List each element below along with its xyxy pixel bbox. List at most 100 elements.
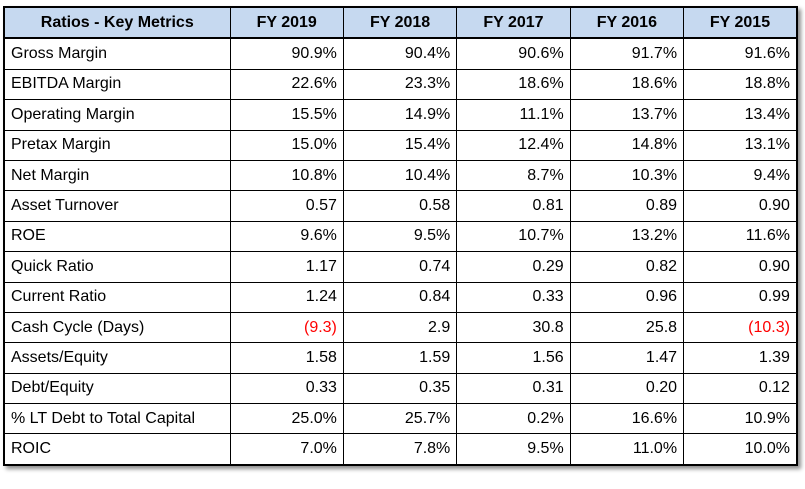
row-label-cell[interactable]: ROE bbox=[3, 220, 231, 253]
value-cell[interactable]: 14.8% bbox=[569, 129, 685, 161]
value-cell[interactable]: 0.12 bbox=[683, 372, 798, 405]
value-cell[interactable]: (9.3) bbox=[229, 311, 344, 344]
value-cell[interactable]: 15.4% bbox=[342, 129, 458, 161]
value-cell[interactable]: 16.6% bbox=[569, 403, 685, 435]
value-cell[interactable]: 0.58 bbox=[342, 190, 458, 222]
table-row: Gross Margin 90.9% 90.4% 90.6% 91.7% 91.6% bbox=[3, 37, 798, 70]
value-cell[interactable]: 10.4% bbox=[342, 159, 458, 192]
value-cell[interactable]: 0.29 bbox=[456, 251, 571, 283]
value-cell[interactable]: 18.6% bbox=[456, 68, 571, 101]
table-row: Cash Cycle (Days) (9.3) 2.9 30.8 25.8 (10.3) bbox=[3, 311, 798, 344]
value-cell[interactable]: 11.6% bbox=[683, 220, 798, 253]
row-label-cell[interactable]: Assets/Equity bbox=[3, 342, 231, 374]
value-cell[interactable]: 1.56 bbox=[456, 342, 571, 374]
value-cell[interactable]: 0.90 bbox=[683, 190, 798, 222]
value-cell[interactable]: 90.6% bbox=[456, 37, 571, 70]
value-cell[interactable]: 25.8 bbox=[569, 311, 685, 344]
table-title-cell[interactable]: Ratios - Key Metrics bbox=[3, 5, 231, 40]
table-body: Gross Margin 90.9% 90.4% 90.6% 91.7% 91.6% EBI… bbox=[3, 37, 798, 466]
value-cell[interactable]: 25.0% bbox=[229, 403, 344, 435]
value-cell[interactable]: 13.1% bbox=[683, 129, 798, 161]
row-label-cell[interactable]: ROIC bbox=[3, 433, 231, 466]
value-cell[interactable]: 9.5% bbox=[342, 220, 458, 253]
row-label-cell[interactable]: Asset Turnover bbox=[3, 190, 231, 222]
value-cell[interactable]: 90.4% bbox=[342, 37, 458, 70]
value-cell[interactable]: 10.3% bbox=[569, 159, 685, 192]
value-cell[interactable]: 0.35 bbox=[342, 372, 458, 405]
value-cell[interactable]: 1.58 bbox=[229, 342, 344, 374]
value-cell[interactable]: 0.33 bbox=[229, 372, 344, 405]
row-label-cell[interactable]: Net Margin bbox=[3, 159, 231, 192]
value-cell[interactable]: (10.3) bbox=[683, 311, 798, 344]
value-cell[interactable]: 0.33 bbox=[456, 281, 571, 313]
value-cell[interactable]: 0.82 bbox=[569, 251, 685, 283]
value-cell[interactable]: 15.5% bbox=[229, 99, 344, 131]
value-cell[interactable]: 0.84 bbox=[342, 281, 458, 313]
key-metrics-table: Ratios - Key Metrics FY 2019 FY 2018 FY … bbox=[3, 5, 798, 466]
column-header-fy2015[interactable]: FY 2015 bbox=[683, 5, 798, 40]
value-cell[interactable]: 10.8% bbox=[229, 159, 344, 192]
value-cell[interactable]: 1.39 bbox=[683, 342, 798, 374]
value-cell[interactable]: 10.0% bbox=[683, 433, 798, 466]
value-cell[interactable]: 0.81 bbox=[456, 190, 571, 222]
table-row: Quick Ratio 1.17 0.74 0.29 0.82 0.90 bbox=[3, 251, 798, 283]
column-header-fy2018[interactable]: FY 2018 bbox=[342, 5, 458, 40]
value-cell[interactable]: 9.4% bbox=[683, 159, 798, 192]
value-cell[interactable]: 13.2% bbox=[569, 220, 685, 253]
value-cell[interactable]: 91.6% bbox=[683, 37, 798, 70]
column-header-fy2017[interactable]: FY 2017 bbox=[456, 5, 571, 40]
value-cell[interactable]: 0.99 bbox=[683, 281, 798, 313]
value-cell[interactable]: 13.4% bbox=[683, 99, 798, 131]
table-row: Pretax Margin 15.0% 15.4% 12.4% 14.8% 13.1% bbox=[3, 129, 798, 161]
value-cell[interactable]: 8.7% bbox=[456, 159, 571, 192]
value-cell[interactable]: 11.0% bbox=[569, 433, 685, 466]
row-label-cell[interactable]: EBITDA Margin bbox=[3, 68, 231, 101]
row-label-cell[interactable]: Operating Margin bbox=[3, 99, 231, 131]
value-cell[interactable]: 1.17 bbox=[229, 251, 344, 283]
value-cell[interactable]: 10.9% bbox=[683, 403, 798, 435]
value-cell[interactable]: 1.47 bbox=[569, 342, 685, 374]
column-header-fy2019[interactable]: FY 2019 bbox=[229, 5, 344, 40]
value-cell[interactable]: 25.7% bbox=[342, 403, 458, 435]
value-cell[interactable]: 90.9% bbox=[229, 37, 344, 70]
value-cell[interactable]: 9.6% bbox=[229, 220, 344, 253]
row-label-cell[interactable]: Cash Cycle (Days) bbox=[3, 311, 231, 344]
value-cell[interactable]: 1.59 bbox=[342, 342, 458, 374]
value-cell[interactable]: 18.8% bbox=[683, 68, 798, 101]
value-cell[interactable]: 0.2% bbox=[456, 403, 571, 435]
value-cell[interactable]: 9.5% bbox=[456, 433, 571, 466]
row-label-cell[interactable]: Current Ratio bbox=[3, 281, 231, 313]
value-cell[interactable]: 0.20 bbox=[569, 372, 685, 405]
value-cell[interactable]: 7.8% bbox=[342, 433, 458, 466]
value-cell[interactable]: 0.90 bbox=[683, 251, 798, 283]
table-row: % LT Debt to Total Capital 25.0% 25.7% 0.2%… bbox=[3, 403, 798, 435]
row-label-cell[interactable]: Gross Margin bbox=[3, 37, 231, 70]
value-cell[interactable]: 0.89 bbox=[569, 190, 685, 222]
table-row: Current Ratio 1.24 0.84 0.33 0.96 0.99 bbox=[3, 281, 798, 313]
row-label-cell[interactable]: Debt/Equity bbox=[3, 372, 231, 405]
value-cell[interactable]: 91.7% bbox=[569, 37, 685, 70]
value-cell[interactable]: 10.7% bbox=[456, 220, 571, 253]
column-header-fy2016[interactable]: FY 2016 bbox=[569, 5, 685, 40]
value-cell[interactable]: 0.96 bbox=[569, 281, 685, 313]
value-cell[interactable]: 12.4% bbox=[456, 129, 571, 161]
value-cell[interactable]: 13.7% bbox=[569, 99, 685, 131]
value-cell[interactable]: 0.74 bbox=[342, 251, 458, 283]
value-cell[interactable]: 1.24 bbox=[229, 281, 344, 313]
row-label-cell[interactable]: Pretax Margin bbox=[3, 129, 231, 161]
value-cell[interactable]: 18.6% bbox=[569, 68, 685, 101]
value-cell[interactable]: 11.1% bbox=[456, 99, 571, 131]
value-cell[interactable]: 14.9% bbox=[342, 99, 458, 131]
value-cell[interactable]: 0.31 bbox=[456, 372, 571, 405]
value-cell[interactable]: 23.3% bbox=[342, 68, 458, 101]
value-cell[interactable]: 0.57 bbox=[229, 190, 344, 222]
table-row: Asset Turnover 0.57 0.58 0.81 0.89 0.90 bbox=[3, 190, 798, 222]
value-cell[interactable]: 7.0% bbox=[229, 433, 344, 466]
value-cell[interactable]: 22.6% bbox=[229, 68, 344, 101]
row-label-cell[interactable]: % LT Debt to Total Capital bbox=[3, 403, 231, 435]
value-cell[interactable]: 15.0% bbox=[229, 129, 344, 161]
value-cell[interactable]: 2.9 bbox=[342, 311, 458, 344]
row-label-cell[interactable]: Quick Ratio bbox=[3, 251, 231, 283]
value-cell[interactable]: 30.8 bbox=[456, 311, 571, 344]
